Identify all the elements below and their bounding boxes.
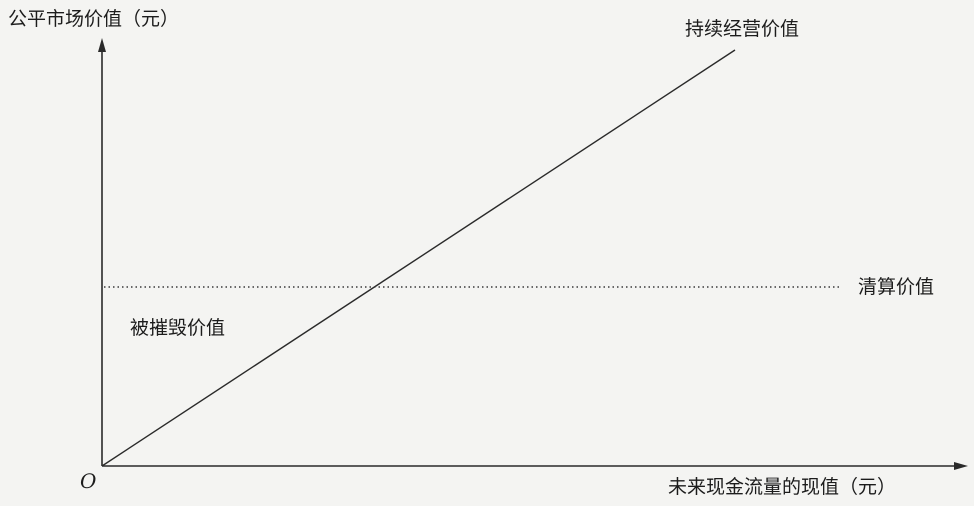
destroyed-value-label: 被摧毁价值 (130, 317, 226, 339)
x-axis-arrow-icon (954, 462, 968, 470)
y-axis-title: 公平市场价值（元） (8, 8, 180, 30)
liquidation-label: 清算价值 (858, 276, 935, 298)
going-concern-line (101, 49, 736, 467)
y-axis-arrow-icon (98, 38, 106, 52)
origin-label: O (80, 469, 97, 493)
x-axis-title: 未来现金流量的现值（元） (668, 476, 897, 498)
going-concern-label: 持续经营价值 (685, 18, 800, 40)
